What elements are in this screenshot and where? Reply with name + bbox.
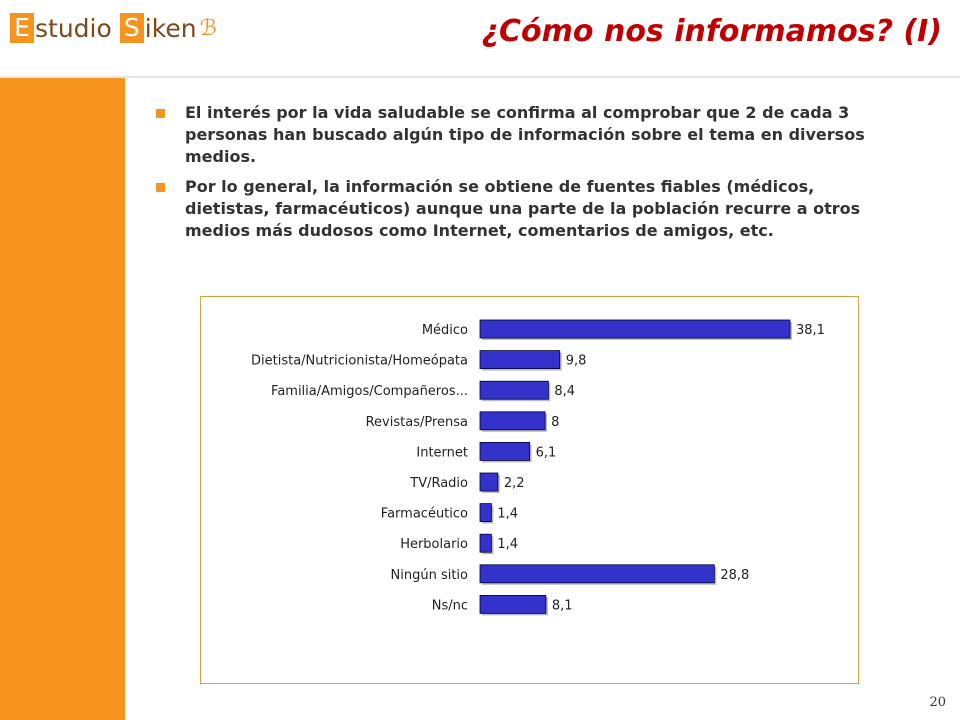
logo-letter-e: E xyxy=(10,13,34,43)
page-number: 20 xyxy=(929,695,946,710)
value-label: 8,1 xyxy=(552,598,573,613)
category-label: Farmacéutico xyxy=(381,507,468,522)
bullet-item: Por lo general, la información se obtien… xyxy=(150,176,895,242)
page-title: ¿Cómo nos informamos? (I) xyxy=(481,14,942,49)
logo-word-iken: iken xyxy=(144,13,197,43)
bullet-square-icon xyxy=(156,183,165,192)
bar xyxy=(479,503,492,523)
bar xyxy=(479,319,791,339)
bar xyxy=(479,533,492,553)
bullet-list: El interés por la vida saludable se conf… xyxy=(150,102,895,250)
logo-swoosh-icon: ℬ xyxy=(199,15,217,41)
bar xyxy=(479,564,715,584)
value-label: 28,8 xyxy=(720,568,749,583)
header-divider xyxy=(0,76,960,78)
value-label: 8 xyxy=(551,415,559,430)
category-label: Familia/Amigos/Compañeros... xyxy=(271,384,468,399)
value-label: 38,1 xyxy=(796,323,825,338)
category-label: Internet xyxy=(416,445,468,460)
category-label: Dietista/Nutricionista/Homeópata xyxy=(251,354,468,369)
bar xyxy=(479,472,499,492)
category-label: Herbolario xyxy=(400,537,468,552)
value-label: 8,4 xyxy=(554,384,575,399)
chart-frame: Médico 38,1 Dietista/Nutricionista/Homeópa… xyxy=(200,296,859,684)
category-label: Médico xyxy=(422,323,468,338)
bullet-item: El interés por la vida saludable se conf… xyxy=(150,102,895,168)
category-label: Ns/nc xyxy=(432,598,468,613)
bullet-square-icon xyxy=(156,109,165,118)
value-label: 6,1 xyxy=(536,445,557,460)
bar xyxy=(479,350,561,369)
bar xyxy=(479,380,549,400)
bullet-text: El interés por la vida saludable se conf… xyxy=(185,103,865,166)
value-label: 2,2 xyxy=(504,476,525,491)
category-label: TV/Radio xyxy=(409,476,468,491)
logo-word-studio: studio xyxy=(35,13,112,43)
bar xyxy=(479,594,547,614)
category-label: Ningún sitio xyxy=(391,568,469,583)
bar xyxy=(479,441,531,461)
sidebar-accent-bar xyxy=(0,78,125,720)
bar xyxy=(479,411,546,431)
bar-chart: Médico 38,1 Dietista/Nutricionista/Homeópa… xyxy=(251,319,825,616)
value-label: 9,8 xyxy=(566,354,587,369)
category-label: Revistas/Prensa xyxy=(366,415,468,430)
bullet-text: Por lo general, la información se obtien… xyxy=(185,177,861,240)
logo-letter-s: S xyxy=(119,13,144,43)
value-label: 1,4 xyxy=(497,537,518,552)
value-label: 1,4 xyxy=(497,507,518,522)
